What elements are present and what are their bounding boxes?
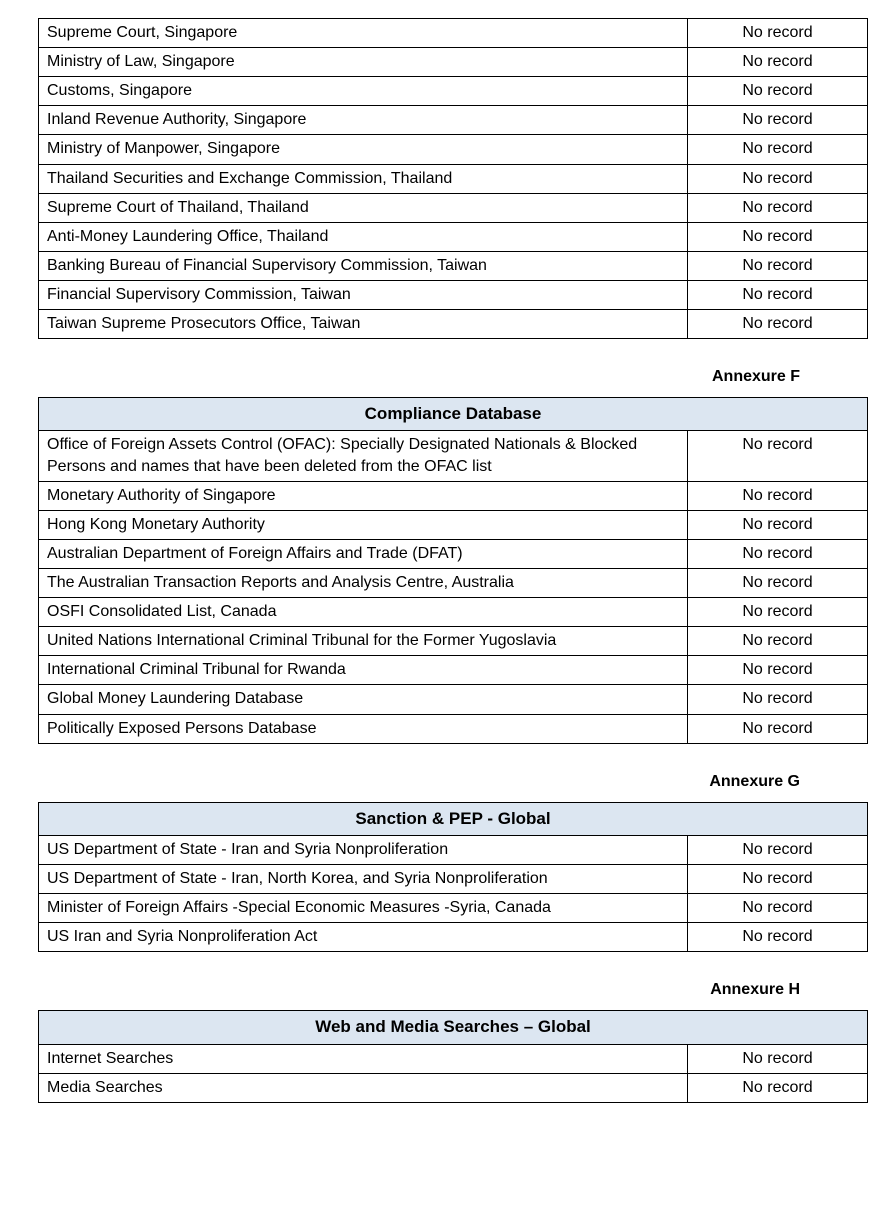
- search-result-cell: No record: [687, 17, 868, 49]
- table-row: Politically Exposed Persons Database No r…: [38, 713, 868, 744]
- sanction-pep-global-title: Sanction & PEP - Global: [38, 801, 868, 836]
- source-name-cell: Taiwan Supreme Prosecutors Office, Taiwa…: [38, 309, 688, 340]
- table-row: Monetary Authority of Singapore No record: [38, 480, 868, 511]
- compliance-database-table-body: Office of Foreign Assets Control (OFAC):…: [38, 430, 868, 744]
- source-name-cell: Office of Foreign Assets Control (OFAC):…: [38, 430, 688, 482]
- web-media-searches-title: Web and Media Searches – Global: [38, 1010, 868, 1045]
- table-row: Supreme Court of Thailand, Thailand No re…: [38, 192, 868, 223]
- table-row: The Australian Transaction Reports and A…: [38, 567, 868, 599]
- table-title-row: Web and Media Searches – Global: [38, 1010, 868, 1045]
- source-name-cell: US Department of State - Iran and Syria …: [38, 834, 688, 866]
- table-row: OSFI Consolidated List, Canada No record: [38, 597, 868, 628]
- compliance-database-title: Compliance Database: [38, 397, 868, 432]
- source-name-cell: United Nations International Criminal Tr…: [38, 626, 688, 657]
- regulatory-sources-table-body: Supreme Court, Singapore No record Ministr…: [38, 17, 868, 340]
- source-name-cell: Ministry of Manpower, Singapore: [38, 134, 688, 165]
- search-result-cell: No record: [687, 279, 868, 311]
- source-name-cell: Minister of Foreign Affairs -Special Eco…: [38, 893, 688, 924]
- table-row: United Nations International Criminal Tr…: [38, 626, 868, 657]
- table-row: Ministry of Law, Singapore No record: [38, 47, 868, 78]
- search-result-cell: No record: [687, 834, 868, 866]
- table-title-row: Compliance Database: [38, 397, 868, 432]
- search-result-cell: No record: [687, 538, 868, 570]
- search-result-cell: No record: [687, 684, 868, 715]
- search-result-cell: No record: [687, 509, 868, 540]
- source-name-cell: Financial Supervisory Commission, Taiwan: [38, 279, 688, 311]
- table-row: Customs, Singapore No record: [38, 76, 868, 107]
- source-name-cell: Monetary Authority of Singapore: [38, 480, 688, 511]
- search-result-cell: No record: [687, 134, 868, 165]
- web-media-searches-table: Web and Media Searches – Global Internet…: [38, 1010, 868, 1103]
- regulatory-sources-table: Supreme Court, Singapore No record Ministr…: [38, 17, 868, 340]
- table-row: Anti-Money Laundering Office, Thailand No…: [38, 221, 868, 252]
- table-row: Banking Bureau of Financial Supervisory …: [38, 250, 868, 281]
- source-name-cell: Australian Department of Foreign Affairs…: [38, 538, 688, 570]
- source-name-cell: Supreme Court of Thailand, Thailand: [38, 192, 688, 223]
- source-name-cell: OSFI Consolidated List, Canada: [38, 597, 688, 628]
- web-media-searches-table-body: Internet Searches No record Media Searches…: [38, 1043, 868, 1103]
- table-row: Inland Revenue Authority, Singapore No re…: [38, 105, 868, 136]
- source-name-cell: Banking Bureau of Financial Supervisory …: [38, 250, 688, 281]
- table-row: Ministry of Manpower, Singapore No record: [38, 134, 868, 165]
- search-result-cell: No record: [687, 430, 868, 482]
- search-result-cell: No record: [687, 567, 868, 599]
- source-name-cell: US Iran and Syria Nonproliferation Act: [38, 922, 688, 953]
- table-row: Minister of Foreign Affairs -Special Eco…: [38, 893, 868, 924]
- source-name-cell: Supreme Court, Singapore: [38, 17, 688, 49]
- search-result-cell: No record: [687, 480, 868, 511]
- table-title-row: Sanction & PEP - Global: [38, 801, 868, 836]
- table-row: Australian Department of Foreign Affairs…: [38, 538, 868, 570]
- source-name-cell: The Australian Transaction Reports and A…: [38, 567, 688, 599]
- search-result-cell: No record: [687, 309, 868, 340]
- table-row: US Department of State - Iran, North Kor…: [38, 864, 868, 895]
- table-row: International Criminal Tribunal for Rwan…: [38, 655, 868, 686]
- table-row: US Iran and Syria Nonproliferation Act No…: [38, 922, 868, 953]
- source-name-cell: US Department of State - Iran, North Kor…: [38, 864, 688, 895]
- table-row: Financial Supervisory Commission, Taiwan…: [38, 279, 868, 311]
- search-result-cell: No record: [687, 163, 868, 194]
- search-result-cell: No record: [687, 893, 868, 924]
- source-name-cell: Anti-Money Laundering Office, Thailand: [38, 221, 688, 252]
- table-row: Taiwan Supreme Prosecutors Office, Taiwa…: [38, 309, 868, 340]
- source-name-cell: Thailand Securities and Exchange Commiss…: [38, 163, 688, 194]
- search-result-cell: No record: [687, 655, 868, 686]
- annexure-label-g: Annexure G: [709, 772, 800, 790]
- search-result-cell: No record: [687, 221, 868, 252]
- search-result-cell: No record: [687, 192, 868, 223]
- table-row: US Department of State - Iran and Syria …: [38, 834, 868, 866]
- source-name-cell: Global Money Laundering Database: [38, 684, 688, 715]
- table-row: Global Money Laundering Database No recor…: [38, 684, 868, 715]
- source-name-cell: Media Searches: [38, 1072, 688, 1103]
- search-result-cell: No record: [687, 76, 868, 107]
- annexure-label-f: Annexure F: [711, 368, 800, 386]
- table-row: Media Searches No record: [38, 1072, 868, 1103]
- table-row: Internet Searches No record: [38, 1043, 868, 1074]
- source-name-cell: International Criminal Tribunal for Rwan…: [38, 655, 688, 686]
- search-result-cell: No record: [687, 47, 868, 78]
- compliance-database-table: Compliance Database Office of Foreign As…: [38, 397, 868, 744]
- search-result-cell: No record: [687, 713, 868, 744]
- table-row: Office of Foreign Assets Control (OFAC):…: [38, 430, 868, 482]
- search-result-cell: No record: [687, 597, 868, 628]
- source-name-cell: Inland Revenue Authority, Singapore: [38, 105, 688, 136]
- source-name-cell: Ministry of Law, Singapore: [38, 47, 688, 78]
- annexure-label-h: Annexure H: [710, 981, 800, 999]
- search-result-cell: No record: [687, 1043, 868, 1074]
- search-result-cell: No record: [687, 1072, 868, 1103]
- sanction-pep-global-table-body: US Department of State - Iran and Syria …: [38, 834, 868, 953]
- source-name-cell: Hong Kong Monetary Authority: [38, 509, 688, 540]
- sanction-pep-global-table: Sanction & PEP - Global US Department of…: [38, 801, 868, 953]
- search-result-cell: No record: [687, 105, 868, 136]
- source-name-cell: Internet Searches: [38, 1043, 688, 1074]
- source-name-cell: Customs, Singapore: [38, 76, 688, 107]
- table-row: Thailand Securities and Exchange Commiss…: [38, 163, 868, 194]
- search-result-cell: No record: [687, 626, 868, 657]
- search-result-cell: No record: [687, 922, 868, 953]
- source-name-cell: Politically Exposed Persons Database: [38, 713, 688, 744]
- search-result-cell: No record: [687, 250, 868, 281]
- table-row: Supreme Court, Singapore No record: [38, 17, 868, 49]
- table-row: Hong Kong Monetary Authority No record: [38, 509, 868, 540]
- search-result-cell: No record: [687, 864, 868, 895]
